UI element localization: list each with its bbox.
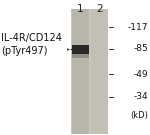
Text: -85: -85 [133,44,148,53]
Bar [72,45,89,54]
Bar [72,9,89,134]
Bar [91,9,108,134]
Text: 1: 1 [77,4,84,14]
Bar [72,54,89,58]
Text: 2: 2 [96,4,103,14]
Bar [71,9,108,134]
Text: -49: -49 [133,70,148,79]
Text: (kD): (kD) [130,111,148,120]
Text: -34: -34 [133,92,148,101]
Text: IL-4R/CD124: IL-4R/CD124 [1,33,61,43]
Text: (pTyr497): (pTyr497) [1,46,47,56]
Text: -117: -117 [127,23,148,32]
